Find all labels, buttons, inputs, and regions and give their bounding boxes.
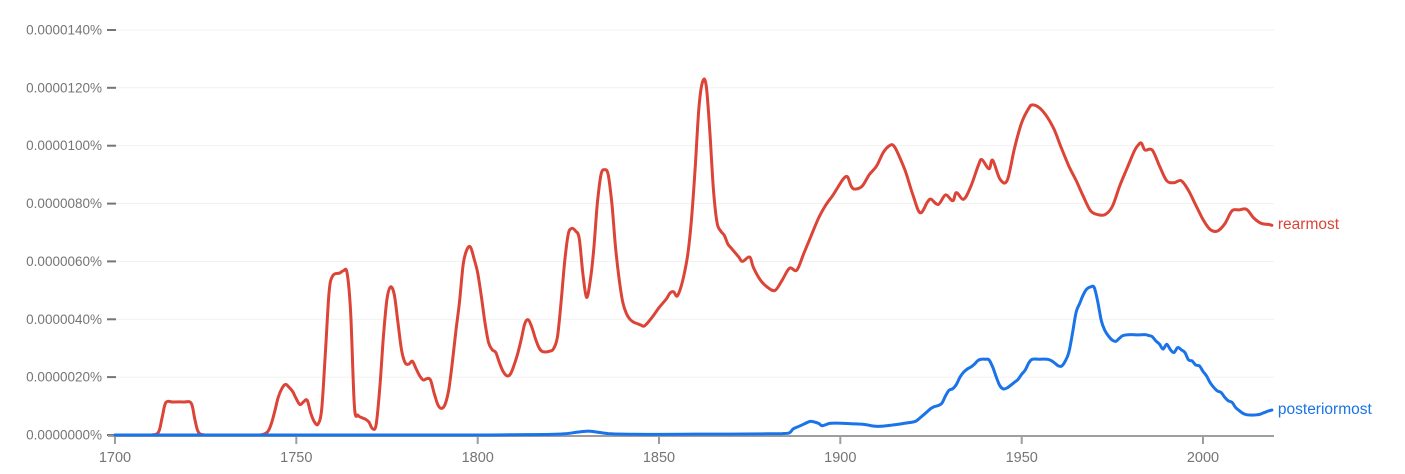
y-axis-tick-label: 0.0000140% bbox=[26, 23, 102, 38]
x-axis-tick-label: 1850 bbox=[643, 450, 675, 466]
y-axis-tick-label: 0.0000100% bbox=[26, 138, 102, 153]
x-axis-tick-label: 1800 bbox=[462, 450, 494, 466]
x-axis-tick-label: 1950 bbox=[1006, 450, 1038, 466]
y-axis-tick-label: 0.0000120% bbox=[26, 80, 102, 95]
x-axis-tick-label: 1750 bbox=[280, 450, 312, 466]
series-line-rearmost[interactable] bbox=[113, 77, 1274, 437]
series-line-posteriormost[interactable] bbox=[113, 284, 1274, 437]
y-axis-tick-label: 0.0000000% bbox=[26, 428, 102, 443]
series-label-rearmost[interactable]: rearmost bbox=[1277, 216, 1340, 234]
x-axis-tick-label: 2000 bbox=[1187, 450, 1219, 466]
y-axis-tick-label: 0.0000080% bbox=[26, 196, 102, 211]
y-axis-tick-label: 0.0000060% bbox=[26, 254, 102, 269]
x-axis-tick-label: 1900 bbox=[824, 450, 856, 466]
series-label-posteriormost[interactable]: posteriormost bbox=[1277, 401, 1372, 419]
y-axis-tick-label: 0.0000040% bbox=[26, 312, 102, 327]
x-axis-tick-label: 1700 bbox=[99, 450, 131, 466]
y-axis-tick-label: 0.0000020% bbox=[26, 370, 102, 385]
